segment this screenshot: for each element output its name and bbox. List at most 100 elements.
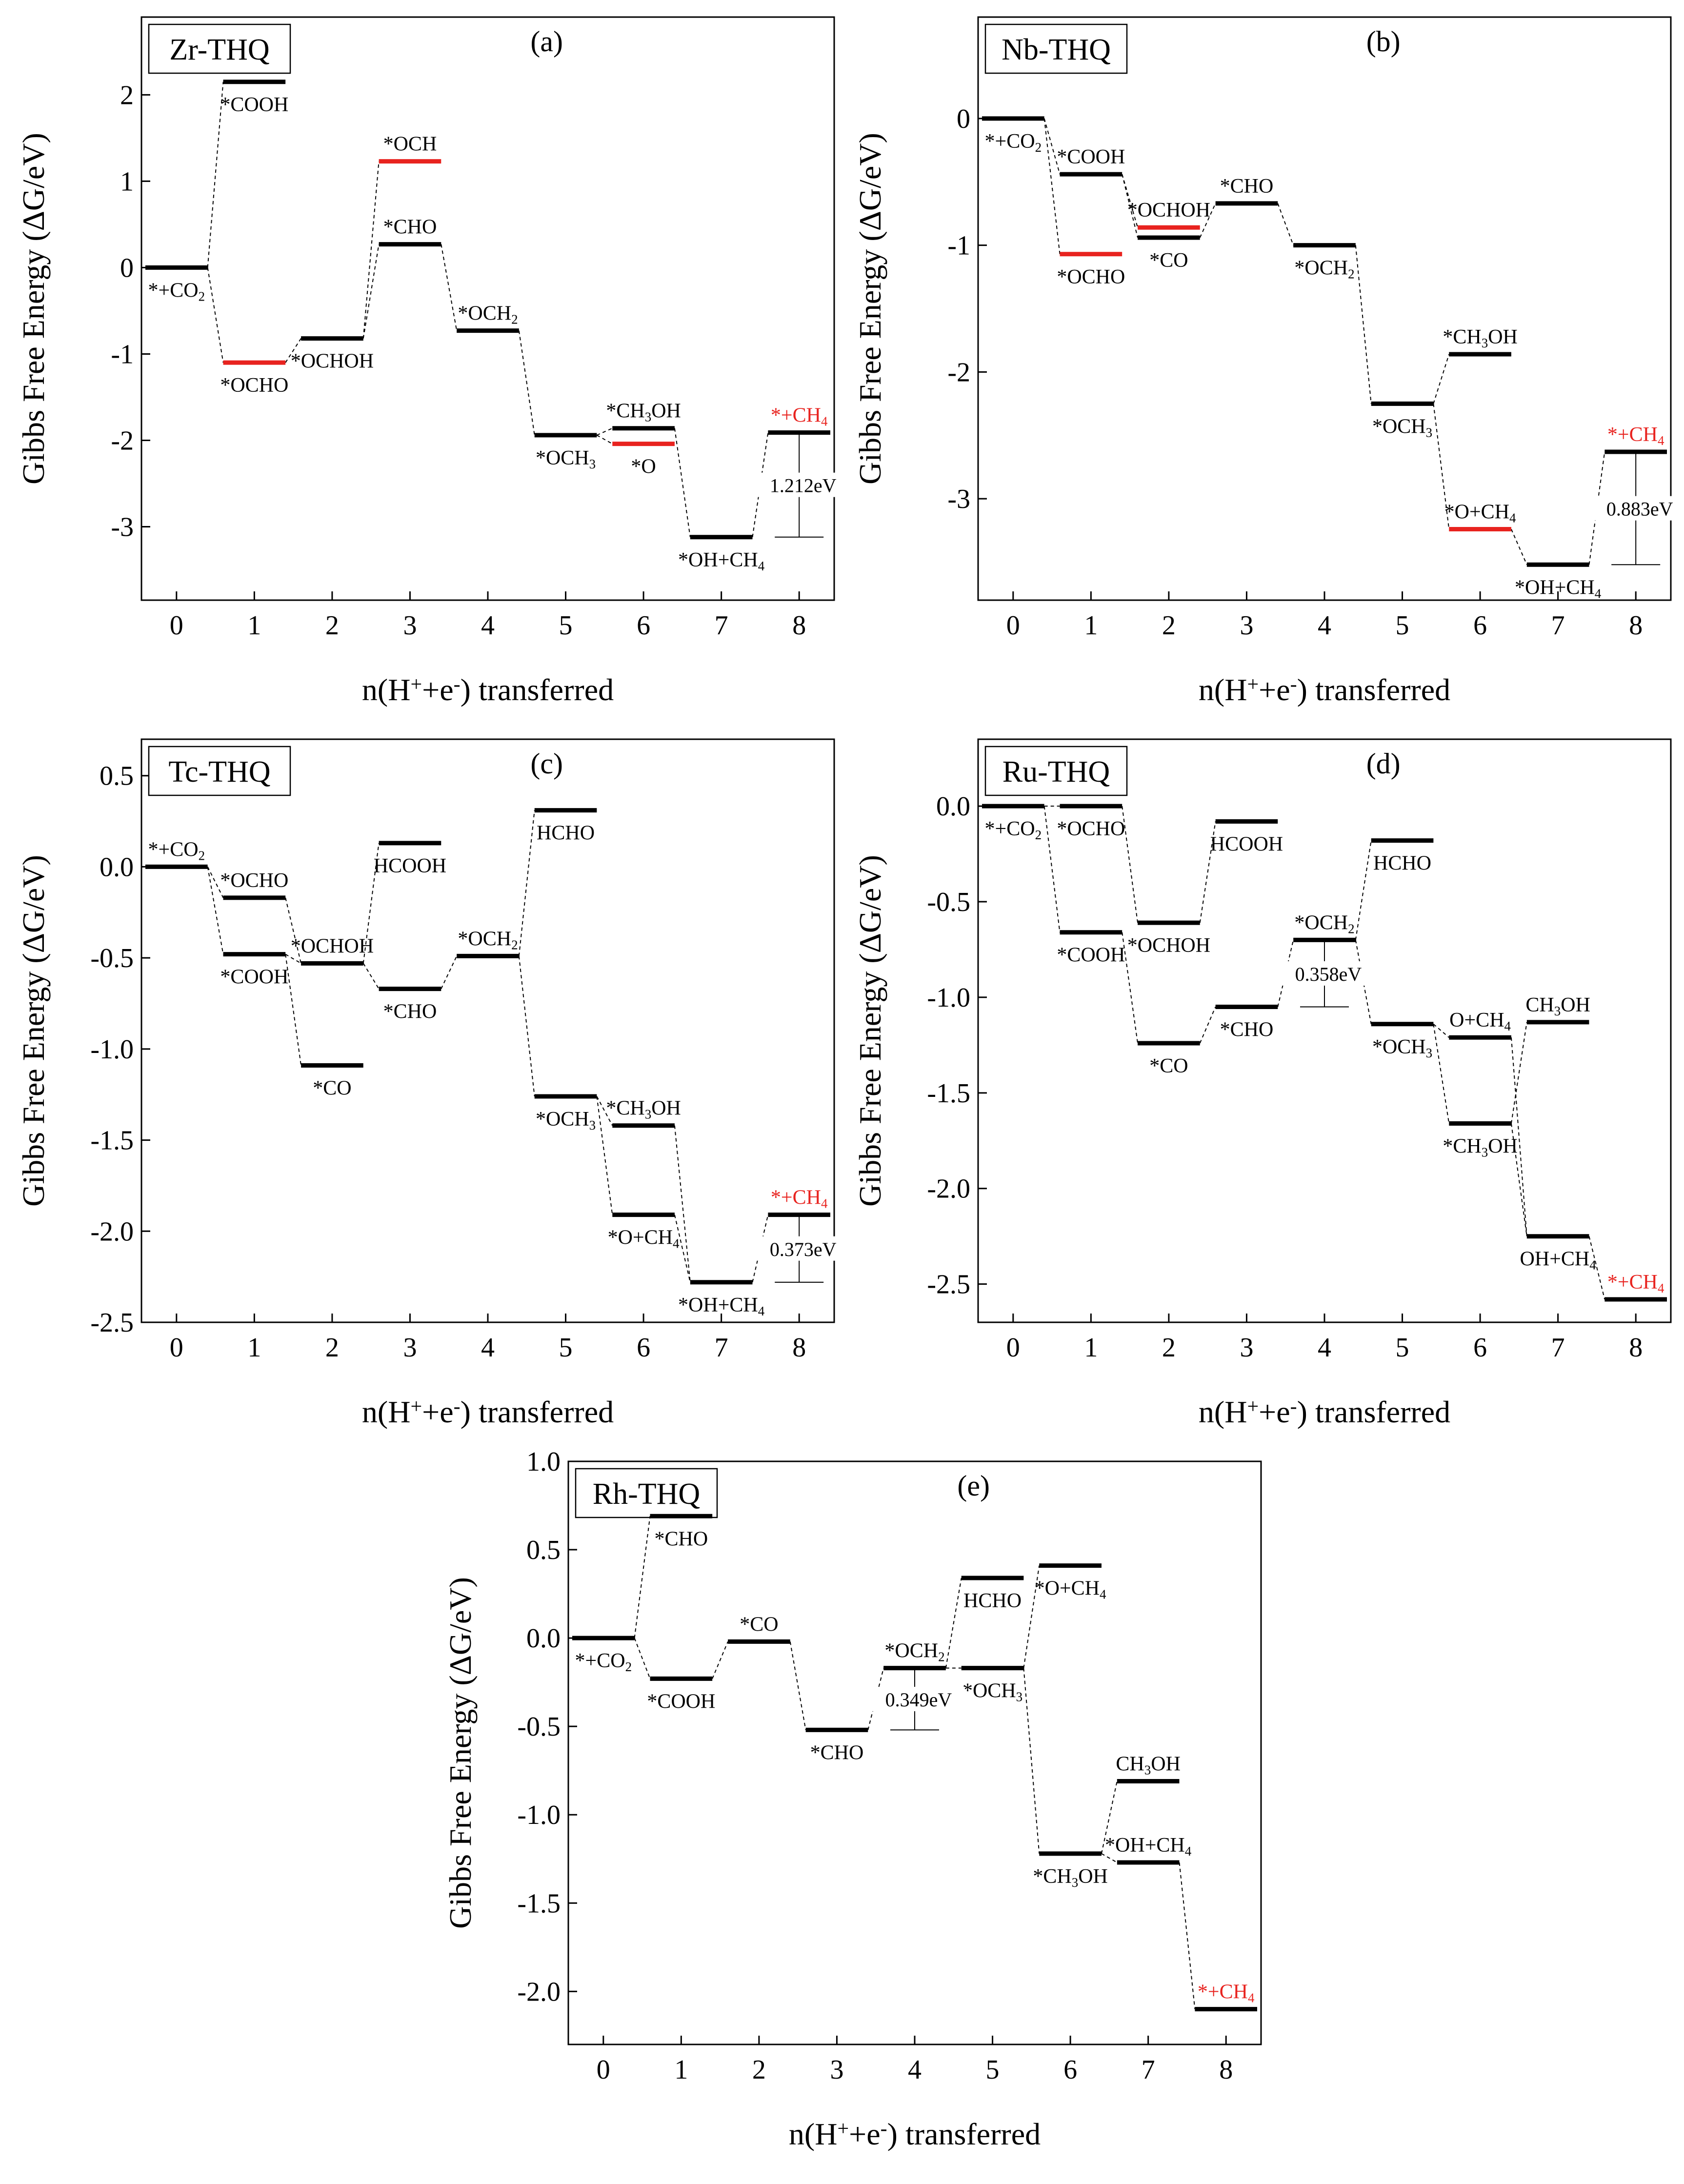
x-tick-label: 3	[403, 1333, 417, 1363]
x-tick-label: 6	[637, 610, 650, 641]
barrier-label: 0.883eV	[1606, 498, 1673, 520]
connector-line	[1510, 1022, 1527, 1124]
plot-frame	[140, 738, 835, 1323]
barrier-label-bg	[1282, 961, 1375, 986]
x-tick-label: 2	[1162, 1333, 1176, 1363]
chart-panel-5: 0 1 2 3 4 5 6 7 8 1.0 0.5 0.0 -0.5 -1.0 -1.5 -2.0 n(H++e…	[443, 1447, 1262, 2151]
panel-label: (e)	[957, 1470, 990, 1502]
y-tick-label: -1.5	[90, 1126, 134, 1156]
x-tick-label: 7	[715, 610, 728, 641]
x-tick-label: 7	[1551, 1333, 1565, 1363]
level-label: HCOOH	[374, 855, 446, 877]
level-label: *+CO2	[148, 279, 205, 303]
chart-panel-1: 0 1 2 3 4 5 6 7 8 2 1 0 -1 -2 -3 n(H++e-) transferred Gi…	[16, 16, 850, 707]
level-label: *OCHOH	[1127, 199, 1210, 222]
barrier-label: 1.212eV	[770, 475, 837, 497]
y-tick-label: -2.0	[517, 1977, 561, 2007]
connector-line	[362, 244, 380, 339]
x-tick-label: 6	[1473, 610, 1487, 641]
y-tick-label: 0.0	[100, 852, 134, 882]
connector-line	[1122, 806, 1139, 923]
title-box	[575, 1468, 718, 1518]
x-axis-label: n(H++e-) transferred	[1199, 672, 1450, 707]
connector-line	[285, 953, 301, 964]
y-tick-label: -1.0	[517, 1800, 561, 1830]
connector-line	[285, 338, 301, 363]
x-tick-label: 4	[481, 1333, 495, 1363]
y-axis-label: Gibbs Free Energy (ΔG/eV)	[16, 855, 51, 1207]
connector-line	[634, 1516, 651, 1638]
level-label: *CH3OH	[606, 1097, 681, 1122]
x-tick-label: 2	[752, 2055, 766, 2085]
connector-line	[674, 1125, 691, 1282]
level-label: *OCH3	[1372, 415, 1432, 440]
level-label: *O	[631, 456, 656, 478]
x-tick-label: 7	[1551, 610, 1565, 641]
x-tick-label: 8	[792, 1333, 806, 1363]
level-label: *CHO	[1220, 1019, 1274, 1041]
panel-label: (c)	[530, 748, 563, 780]
level-label: CH3OH	[1525, 994, 1590, 1018]
connector-line	[1511, 529, 1527, 565]
level-label: *O+CH4	[1035, 1577, 1106, 1602]
y-tick-label: -2.0	[90, 1216, 134, 1247]
level-label: *CHO	[655, 1528, 708, 1550]
y-tick-label: 0.0	[526, 1623, 561, 1654]
chart-title: Tc-THQ	[168, 755, 270, 789]
level-label: *COOH	[220, 94, 288, 116]
level-label: OH+CH4	[1520, 1248, 1597, 1273]
x-tick-label: 2	[1162, 610, 1176, 641]
level-label: *+CH4	[1607, 424, 1664, 448]
level-label: O+CH4	[1449, 1009, 1511, 1033]
x-tick-label: 5	[559, 1333, 573, 1363]
level-label: *O+CH4	[1444, 501, 1516, 526]
level-label: *CO	[1149, 1055, 1188, 1077]
level-label: *CHO	[1220, 175, 1274, 198]
connector-line	[596, 427, 613, 436]
connector-line	[789, 1641, 806, 1730]
connector-line	[596, 434, 613, 445]
x-tick-label: 6	[637, 1333, 650, 1363]
y-tick-label: 1.0	[526, 1447, 561, 1477]
connector-line	[1277, 203, 1294, 245]
level-label: *+CO2	[575, 1650, 632, 1674]
y-tick-label: 0	[120, 253, 134, 283]
x-tick-label: 5	[986, 2055, 1000, 2085]
level-label: *CO	[740, 1613, 778, 1636]
level-label: *+CO2	[148, 838, 205, 863]
x-tick-label: 5	[559, 610, 573, 641]
chart-title: Rh-THQ	[593, 1477, 700, 1511]
chart-title: Ru-THQ	[1002, 755, 1110, 789]
connector-line	[1043, 118, 1061, 175]
connector-line	[1588, 1236, 1605, 1300]
y-tick-label: -2.5	[927, 1270, 970, 1300]
x-tick-label: 1	[1084, 610, 1098, 641]
x-tick-label: 4	[1318, 610, 1331, 641]
level-label: *CO	[313, 1077, 351, 1099]
level-label: *OH+CH4	[1105, 1834, 1192, 1859]
y-tick-label: 0	[957, 104, 970, 134]
connector-line	[362, 161, 380, 339]
connector-line	[1023, 1565, 1040, 1668]
x-tick-label: 1	[1084, 1333, 1098, 1363]
x-tick-label: 2	[325, 610, 339, 641]
y-tick-label: -1.5	[517, 1888, 561, 1919]
x-tick-label: 8	[1629, 610, 1643, 641]
y-tick-label: 0.0	[936, 791, 970, 822]
title-box	[148, 23, 291, 74]
barrier-label-bg	[757, 472, 850, 497]
level-label: *COOH	[647, 1690, 715, 1713]
level-label: *OCH3	[1372, 1036, 1432, 1060]
level-label: *O+CH4	[608, 1227, 680, 1251]
x-tick-label: 3	[830, 2055, 843, 2085]
y-tick-label: -3	[947, 484, 970, 514]
connector-line	[518, 956, 535, 1097]
x-tick-label: 0	[1006, 610, 1020, 641]
level-label: *OCH2	[458, 303, 518, 327]
x-tick-label: 1	[247, 610, 261, 641]
level-label: *CHO	[383, 216, 437, 239]
connector-line	[207, 267, 224, 363]
connector-line	[674, 428, 691, 537]
level-label: *COOH	[1057, 944, 1125, 967]
connector-line	[1355, 245, 1372, 404]
